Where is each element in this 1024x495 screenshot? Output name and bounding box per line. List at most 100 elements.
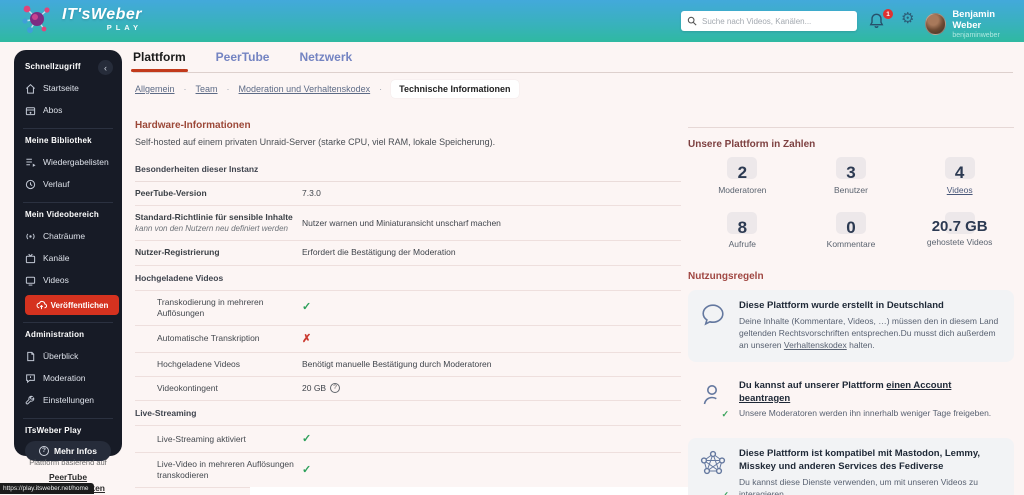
rule-card-account: ✓ Du kannst auf unserer Plattform einen … bbox=[688, 370, 1014, 431]
bottom-strip bbox=[250, 487, 688, 495]
tab-peertube[interactable]: PeerTube bbox=[215, 50, 270, 64]
about-tabs: Plattform PeerTube Netzwerk bbox=[131, 50, 1013, 73]
stat-videos: 4 Videos bbox=[905, 157, 1014, 195]
user-menu[interactable]: Benjamin Weber benjaminweber bbox=[925, 9, 1024, 39]
peertube-link[interactable]: PeerTube bbox=[48, 472, 88, 482]
app-logo[interactable]: IT'sWeber PLAY bbox=[20, 2, 142, 36]
breadcrumb-allgemein[interactable]: Allgemein bbox=[135, 84, 175, 94]
sidebar-collapse-button[interactable]: ‹ bbox=[98, 60, 113, 75]
sidebar-section-video-area: Mein Videobereich bbox=[25, 210, 99, 219]
table-row: Live-Video in mehreren Auflösungen trans… bbox=[135, 453, 681, 489]
stat-watermark-icon bbox=[944, 157, 975, 179]
logo-title: IT'sWeber bbox=[62, 5, 143, 23]
sidebar-item-verlauf[interactable]: Verlauf bbox=[23, 173, 113, 195]
stat-watermark-icon bbox=[835, 157, 866, 179]
instance-features-table: Besonderheiten dieser Instanz PeerTube-V… bbox=[135, 158, 681, 495]
verhaltenskodex-link[interactable]: Verhaltenskodex bbox=[783, 339, 847, 350]
table-header: Besonderheiten dieser Instanz bbox=[135, 158, 681, 182]
rule-card-country: Diese Plattform wurde erstellt in Deutsc… bbox=[688, 290, 1014, 362]
hardware-description: Self-hosted auf einem privaten Unraid-Se… bbox=[135, 137, 496, 147]
table-subheader-live-streaming: Live-Streaming bbox=[135, 401, 681, 427]
stat-watermark-icon bbox=[835, 211, 866, 234]
fediverse-icon: ✓ bbox=[700, 448, 729, 495]
breadcrumb-team[interactable]: Team bbox=[195, 84, 218, 94]
table-row: Videokontingent 20 GB ? bbox=[135, 377, 681, 402]
sidebar-item-abos[interactable]: Wiedergabelisten Abos bbox=[23, 99, 113, 121]
home-icon bbox=[26, 83, 35, 94]
rule-card-fediverse: ✓ Diese Plattform ist kompatibel mit Mas… bbox=[688, 438, 1014, 495]
stat-views: 8 Aufrufe bbox=[688, 211, 797, 249]
sidebar-section-library: Meine Bibliothek bbox=[25, 136, 92, 145]
stat-hosted-videos: 20.7 GB gehostete Videos bbox=[905, 211, 1014, 250]
based-on-text: Plattform basierend auf bbox=[29, 458, 107, 467]
sidebar-item-chatraeume[interactable]: Chaträume bbox=[23, 225, 113, 247]
table-row: Hochgeladene Videos Benötigt manuelle Be… bbox=[135, 353, 681, 377]
table-subheader-uploaded-videos: Hochgeladene Videos bbox=[135, 266, 681, 291]
tab-netzwerk[interactable]: Netzwerk bbox=[299, 50, 353, 64]
logo-molecule-icon bbox=[22, 5, 50, 33]
help-icon[interactable]: ? bbox=[330, 383, 341, 394]
logo-subtitle: PLAY bbox=[106, 22, 143, 32]
admin-gear-button[interactable]: ⚙ bbox=[901, 10, 915, 27]
technical-info-section: Hardware-Informationen Self-hosted auf e… bbox=[135, 120, 681, 495]
sidebar-item-moderation[interactable]: Moderation bbox=[23, 367, 113, 389]
row-note: kann von den Nutzern neu definiert werde… bbox=[135, 224, 288, 234]
publish-button[interactable]: Veröffentlichen bbox=[25, 295, 119, 315]
upload-icon bbox=[36, 300, 47, 309]
sidebar: Schnellzugriff ‹ Startseite Wiedergabeli… bbox=[14, 50, 122, 461]
chatrooms-icon bbox=[26, 233, 35, 239]
platform-stats-panel: Unsere Plattform in Zahlen 2 Moderatoren… bbox=[688, 127, 1014, 495]
sidebar-section-instance: ITsWeber Play bbox=[25, 426, 82, 435]
breadcrumb-current: Technische Informationen bbox=[391, 80, 519, 98]
check-icon: ✓ bbox=[302, 433, 312, 446]
sidebar-item-startseite[interactable]: Startseite bbox=[23, 77, 113, 99]
videos-icon bbox=[25, 276, 36, 286]
videos-link[interactable]: Videos bbox=[946, 184, 973, 195]
cross-icon: ✗ bbox=[302, 332, 312, 345]
stat-moderators: 2 Moderatoren bbox=[688, 157, 797, 195]
sidebar-item-ueberblick[interactable]: Überblick bbox=[23, 345, 113, 367]
sidebar-section-quick-access: Schnellzugriff bbox=[25, 62, 81, 71]
sidebar-item-einstellungen[interactable]: Einstellungen bbox=[23, 389, 113, 411]
search-input[interactable] bbox=[702, 16, 851, 26]
search-bar bbox=[681, 11, 857, 31]
stat-watermark-icon bbox=[944, 211, 975, 234]
user-check-icon: ✓ bbox=[700, 380, 729, 421]
table-row: Automatische Transkription ✗ bbox=[135, 326, 681, 353]
stat-watermark-icon bbox=[727, 211, 758, 234]
notification-badge: 1 bbox=[883, 9, 893, 19]
more-info-button[interactable]: ? Mehr Infos bbox=[25, 441, 111, 461]
tab-plattform[interactable]: Plattform bbox=[131, 50, 188, 72]
table-row: Standard-Richtlinie für sensible Inhalte… bbox=[135, 206, 681, 242]
sidebar-section-administration: Administration bbox=[25, 330, 85, 339]
sidebar-item-kanaele[interactable]: Kanäle bbox=[23, 247, 113, 269]
settings-wrench-icon bbox=[25, 395, 35, 404]
sidebar-item-videos[interactable]: Videos bbox=[23, 269, 113, 291]
stat-comments: 0 Kommentare bbox=[797, 211, 906, 249]
stats-grid: 2 Moderatoren 3 Benutzer 4 Videos 8 Aufr… bbox=[688, 157, 1014, 250]
search-icon bbox=[687, 16, 697, 26]
breadcrumb-moderation[interactable]: Moderation und Verhaltenskodex bbox=[238, 84, 371, 94]
user-handle: benjaminweber bbox=[952, 31, 1000, 39]
notifications-button[interactable]: 1 bbox=[869, 9, 893, 31]
user-name: Benjamin Weber bbox=[952, 9, 996, 32]
hardware-title: Hardware-Informationen bbox=[135, 120, 251, 131]
sidebar-footer: Plattform basierend auf PeerTube bbox=[14, 458, 122, 485]
playlists-icon bbox=[26, 158, 36, 167]
table-row: Nutzer-Registrierung Erfordert die Bestä… bbox=[135, 241, 681, 266]
sidebar-divider bbox=[23, 202, 113, 203]
check-icon: ✓ bbox=[302, 301, 312, 314]
sidebar-divider bbox=[23, 322, 113, 323]
sidebar-item-wiedergabelisten[interactable]: Wiedergabelisten bbox=[23, 151, 113, 173]
sidebar-divider bbox=[23, 418, 113, 419]
moderation-icon bbox=[26, 373, 35, 383]
browser-status-url: https://play.itsweber.net/home bbox=[0, 483, 94, 494]
rules-title: Nutzungsregeln bbox=[688, 271, 764, 283]
top-header: IT'sWeber PLAY 1 ⚙ Benjamin Weber benjam bbox=[0, 0, 1024, 42]
stats-title: Unsere Plattform in Zahlen bbox=[688, 139, 816, 150]
breadcrumb: Allgemein · Team · Moderation und Verhal… bbox=[135, 80, 519, 98]
table-row: Live-Streaming aktiviert ✓ bbox=[135, 426, 681, 454]
chat-bubble-icon bbox=[700, 300, 728, 351]
account-request-link[interactable]: einen Account beantragen bbox=[739, 379, 952, 404]
avatar bbox=[925, 13, 947, 36]
